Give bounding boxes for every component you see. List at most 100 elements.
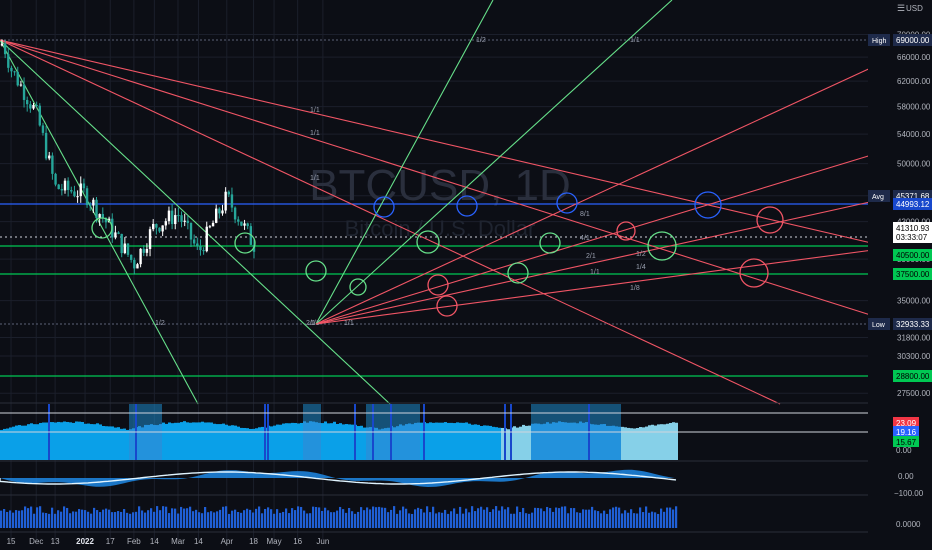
indicator3-bar xyxy=(393,506,396,528)
indicator1-bar xyxy=(84,423,87,460)
indicator1-bar xyxy=(297,423,300,460)
indicator1-bar xyxy=(177,422,180,460)
indicator3-bar xyxy=(258,506,261,528)
indicator1-bar xyxy=(30,423,33,460)
candle-body xyxy=(101,214,104,219)
indicator1-bar xyxy=(21,425,24,460)
indicator3-bar xyxy=(576,512,579,528)
indicator3-bar xyxy=(321,510,324,528)
indicator1-bar xyxy=(258,427,261,460)
indicator3-bar xyxy=(597,511,600,528)
indicator3-bar xyxy=(573,508,576,528)
indicator3-bar xyxy=(165,506,168,528)
badge-bg xyxy=(893,318,932,330)
indicator3-bar xyxy=(210,511,213,528)
indicator3-bar xyxy=(261,513,264,528)
indicator3-bar xyxy=(333,512,336,528)
time-tick-label: 16 xyxy=(293,537,302,546)
indicator3-bar xyxy=(480,506,483,528)
indicator1-bar xyxy=(477,424,480,460)
indicator3-bar xyxy=(234,509,237,528)
indicator3-bar xyxy=(45,513,48,528)
indicator3-bar xyxy=(72,511,75,528)
indicator3-bar xyxy=(570,508,573,528)
marker-circles xyxy=(91,191,784,317)
indicator1-bar xyxy=(168,422,171,460)
indicator3-bar xyxy=(285,508,288,528)
indicator3-bar xyxy=(606,513,609,528)
indicator3-bar xyxy=(24,506,27,528)
indicator3-bar xyxy=(3,509,6,528)
time-tick-label: Mar xyxy=(171,537,185,546)
indicator1-bar xyxy=(75,421,78,460)
badge-value: 28800.00 xyxy=(896,372,930,381)
indicator3-bar xyxy=(486,507,489,528)
indicator3-bar xyxy=(501,506,504,528)
indicator1-bar xyxy=(204,422,207,460)
badge-bg xyxy=(893,249,932,261)
circle-green xyxy=(91,217,113,239)
indicator3-bar xyxy=(567,513,570,528)
indicator3-bar xyxy=(255,508,258,528)
indicator3-bar xyxy=(513,513,516,528)
fan-bot-green-2 xyxy=(315,0,673,325)
indicator3-bar xyxy=(294,510,297,528)
indicator3-bar xyxy=(297,506,300,528)
gann-label: 1/1 xyxy=(310,320,320,327)
gann-label: 2/1 xyxy=(306,320,316,327)
indicator1-bar xyxy=(663,424,666,460)
indicator3-bar xyxy=(87,511,90,528)
indicator3-bar xyxy=(252,512,255,528)
indicator1-bar xyxy=(486,425,489,460)
indicator3-bar xyxy=(534,507,537,528)
indicator3-bar xyxy=(117,511,120,528)
currency-label[interactable]: USD xyxy=(906,4,923,13)
gann-label: 1/1 xyxy=(310,175,320,182)
indicator1-bar xyxy=(492,426,495,460)
indicator1-bar xyxy=(513,426,516,460)
indicator3-bar xyxy=(363,510,366,528)
indicator3-bar xyxy=(336,510,339,528)
indicator1-bar xyxy=(525,425,528,460)
badge-label-bg xyxy=(868,318,890,330)
indicator1-bar xyxy=(69,422,72,460)
indicator1-bar xyxy=(426,423,429,460)
indicator1-bar xyxy=(9,427,12,460)
indicator2-tick-neg100: −100.00 xyxy=(894,489,924,498)
candle-body xyxy=(7,54,10,68)
indicator1-bar xyxy=(183,421,186,460)
indicator1-bar xyxy=(432,422,435,460)
hamburger-icon[interactable]: ☰ xyxy=(897,3,905,13)
time-tick-label: Feb xyxy=(127,537,141,546)
candle-body xyxy=(202,250,205,252)
indicator3-bar xyxy=(189,506,192,528)
indicator1-bar xyxy=(444,422,447,460)
indicator3-bar xyxy=(357,511,360,528)
time-tick-label: 13 xyxy=(51,537,60,546)
indicator3-bar xyxy=(12,512,15,528)
indicator1-value: 0.00 xyxy=(896,446,912,455)
indicator1-bar xyxy=(453,423,456,460)
indicator1-bar xyxy=(96,423,99,460)
indicator2-line xyxy=(0,471,677,485)
indicator1-bar xyxy=(645,426,648,460)
indicator3-bar xyxy=(192,511,195,528)
indicator1-bar xyxy=(636,427,639,460)
time-tick-label: 14 xyxy=(150,537,159,546)
badge-value: 03:33:07 xyxy=(896,233,928,242)
badge-label-bg xyxy=(868,34,890,46)
candle-body xyxy=(161,225,164,232)
indicator-pane-3-volume xyxy=(0,506,678,528)
indicator3-bar xyxy=(396,513,399,528)
indicator3-bar xyxy=(201,513,204,528)
indicator1-bar xyxy=(123,428,126,460)
indicator3-bar xyxy=(585,509,588,528)
indicator3-bar xyxy=(66,507,69,528)
indicator3-bar xyxy=(360,507,363,528)
indicator3-bar xyxy=(273,513,276,528)
indicator1-bar xyxy=(63,421,66,460)
indicator3-bar xyxy=(543,511,546,528)
price-tick-label: 62000.00 xyxy=(897,77,931,86)
